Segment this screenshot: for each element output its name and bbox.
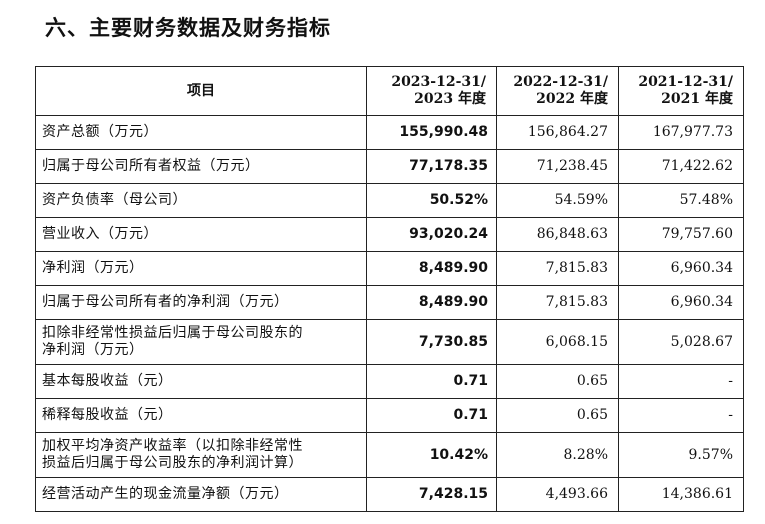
value-2023: 0.71 xyxy=(366,364,497,399)
table-row: 净利润（万元） 8,489.90 7,815.83 6,960.34 xyxy=(35,251,744,286)
table-row: 加权平均净资产收益率（以扣除非经常性 损益后归属于母公司股东的净利润计算） 10… xyxy=(35,432,744,478)
row-label: 稀释每股收益（元） xyxy=(35,398,367,433)
table-header-row: 项目 2023-12-31/ 2023 年度 2022-12-31/ 2022 … xyxy=(35,66,744,116)
value-2022: 6,068.15 xyxy=(496,319,619,365)
header-2021-date: 2021-12-31/ xyxy=(638,74,733,90)
value-2023: 8,489.90 xyxy=(366,251,497,286)
table-row: 基本每股收益（元） 0.71 0.65 - xyxy=(35,364,744,399)
value-2021: 6,960.34 xyxy=(618,285,744,320)
row-label: 资产总额（万元） xyxy=(35,115,367,150)
header-2022: 2022-12-31/ 2022 年度 xyxy=(496,66,619,116)
value-2022: 0.65 xyxy=(496,398,619,433)
value-2023: 93,020.24 xyxy=(366,217,497,252)
value-2023: 7,428.15 xyxy=(366,477,497,512)
row-label: 加权平均净资产收益率（以扣除非经常性 损益后归属于母公司股东的净利润计算） xyxy=(35,432,367,478)
header-2022-year: 2022 年度 xyxy=(536,91,608,107)
value-2021: 14,386.61 xyxy=(618,477,744,512)
row-label: 营业收入（万元） xyxy=(35,217,367,252)
row-label: 归属于母公司所有者权益（万元） xyxy=(35,149,367,184)
value-2023: 10.42% xyxy=(366,432,497,478)
value-2023: 7,730.85 xyxy=(366,319,497,365)
value-2023: 0.71 xyxy=(366,398,497,433)
value-2022: 71,238.45 xyxy=(496,149,619,184)
header-2023-date: 2023-12-31/ xyxy=(391,74,486,90)
value-2022: 156,864.27 xyxy=(496,115,619,150)
row-label-line1: 加权平均净资产收益率（以扣除非经常性 xyxy=(42,438,303,454)
table-row: 归属于母公司所有者的净利润（万元） 8,489.90 7,815.83 6,96… xyxy=(35,285,744,320)
value-2021: 71,422.62 xyxy=(618,149,744,184)
header-2023: 2023-12-31/ 2023 年度 xyxy=(366,66,497,116)
value-2023: 77,178.35 xyxy=(366,149,497,184)
value-2022: 0.65 xyxy=(496,364,619,399)
value-2022: 7,815.83 xyxy=(496,251,619,286)
table-row: 资产负债率（母公司） 50.52% 54.59% 57.48% xyxy=(35,183,744,218)
table-row: 扣除非经常性损益后归属于母公司股东的 净利润（万元） 7,730.85 6,06… xyxy=(35,319,744,365)
value-2023: 50.52% xyxy=(366,183,497,218)
row-label: 归属于母公司所有者的净利润（万元） xyxy=(35,285,367,320)
value-2022: 54.59% xyxy=(496,183,619,218)
table-row: 资产总额（万元） 155,990.48 156,864.27 167,977.7… xyxy=(35,115,744,150)
value-2021: 57.48% xyxy=(618,183,744,218)
row-label: 资产负债率（母公司） xyxy=(35,183,367,218)
row-label: 基本每股收益（元） xyxy=(35,364,367,399)
header-2023-year: 2023 年度 xyxy=(414,91,486,107)
row-label: 净利润（万元） xyxy=(35,251,367,286)
value-2021: 167,977.73 xyxy=(618,115,744,150)
financial-data-table: 项目 2023-12-31/ 2023 年度 2022-12-31/ 2022 … xyxy=(35,66,744,512)
table-row: 稀释每股收益（元） 0.71 0.65 - xyxy=(35,398,744,433)
table-row: 营业收入（万元） 93,020.24 86,848.63 79,757.60 xyxy=(35,217,744,252)
row-label-line2: 损益后归属于母公司股东的净利润计算） xyxy=(42,455,303,471)
value-2023: 8,489.90 xyxy=(366,285,497,320)
row-label-line2: 净利润（万元） xyxy=(42,342,144,358)
header-2021-year: 2021 年度 xyxy=(661,91,733,107)
value-2021: - xyxy=(618,364,744,399)
table-row: 归属于母公司所有者权益（万元） 77,178.35 71,238.45 71,4… xyxy=(35,149,744,184)
value-2022: 8.28% xyxy=(496,432,619,478)
header-2022-date: 2022-12-31/ xyxy=(513,74,608,90)
value-2022: 7,815.83 xyxy=(496,285,619,320)
row-label-line1: 扣除非经常性损益后归属于母公司股东的 xyxy=(42,325,303,341)
header-item: 项目 xyxy=(35,66,367,116)
value-2021: 5,028.67 xyxy=(618,319,744,365)
value-2023: 155,990.48 xyxy=(366,115,497,150)
value-2022: 4,493.66 xyxy=(496,477,619,512)
row-label: 扣除非经常性损益后归属于母公司股东的 净利润（万元） xyxy=(35,319,367,365)
value-2021: 9.57% xyxy=(618,432,744,478)
table-row: 经营活动产生的现金流量净额（万元） 7,428.15 4,493.66 14,3… xyxy=(35,477,744,512)
row-label: 经营活动产生的现金流量净额（万元） xyxy=(35,477,367,512)
value-2022: 86,848.63 xyxy=(496,217,619,252)
header-2021: 2021-12-31/ 2021 年度 xyxy=(618,66,744,116)
section-heading: 六、主要财务数据及财务指标 xyxy=(45,16,331,40)
value-2021: 79,757.60 xyxy=(618,217,744,252)
value-2021: - xyxy=(618,398,744,433)
value-2021: 6,960.34 xyxy=(618,251,744,286)
